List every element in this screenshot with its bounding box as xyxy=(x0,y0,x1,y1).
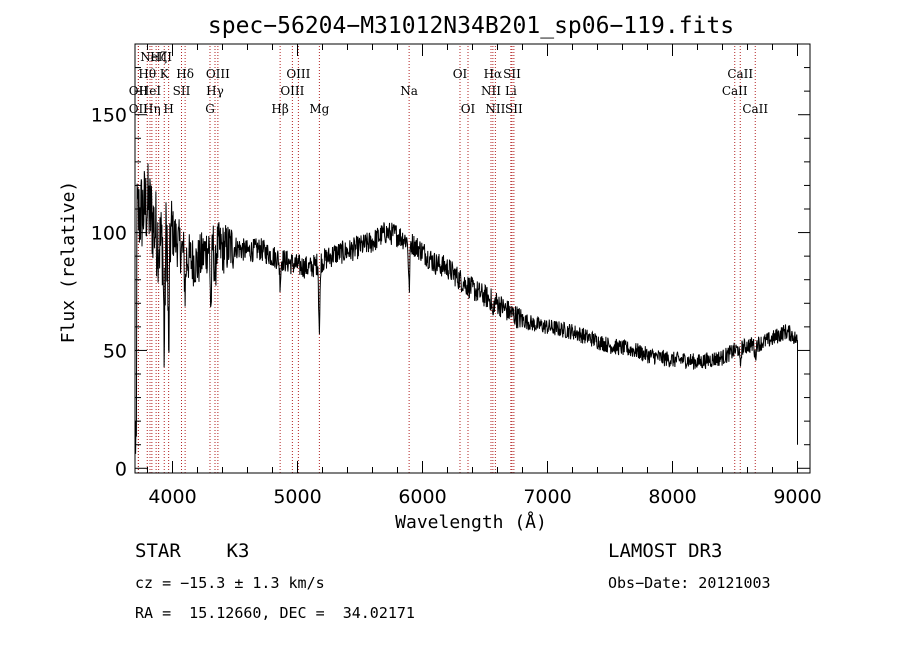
spectral-line-label: Hα xyxy=(484,67,503,81)
chart-title: spec−56204−M31012N34B201_sp06−119.fits xyxy=(208,13,734,39)
spectral-line-label: Na xyxy=(400,84,418,98)
obs-date: Obs−Date: 20121003 xyxy=(608,574,771,592)
spectral-line-label: H xyxy=(163,102,173,116)
y-tick-label: 0 xyxy=(115,458,127,480)
spectral-line-label: SII xyxy=(173,84,191,98)
spectral-line-label: OII xyxy=(129,102,149,116)
spectral-line-label: Hη xyxy=(143,102,161,116)
y-tick-label: 150 xyxy=(91,105,127,127)
x-axis-label: Wavelength (Å) xyxy=(395,511,547,533)
y-axis: 0 50 100 150 xyxy=(91,67,810,480)
spectral-line-label: OI xyxy=(453,67,468,81)
spectral-line-label: NeIII xyxy=(140,50,172,64)
coordinates: RA = 15.12660, DEC = 34.02171 xyxy=(135,604,415,622)
x-tick-label: 4000 xyxy=(148,486,196,508)
x-tick-label: 5000 xyxy=(273,486,321,508)
x-tick-label: 6000 xyxy=(398,486,446,508)
spectral-line-label: OIII xyxy=(286,67,310,81)
spectral-line-label: CaII xyxy=(727,67,753,81)
x-tick-label: 8000 xyxy=(648,486,696,508)
x-tick-label: 9000 xyxy=(773,486,821,508)
spectral-line-label: Hζ xyxy=(150,50,167,64)
y-axis-label: Flux (relative) xyxy=(58,181,79,344)
spectral-line-label: NII xyxy=(481,84,501,98)
spectral-line-label: NII xyxy=(485,102,505,116)
object-class: STAR K3 xyxy=(135,540,250,562)
y-tick-label: 50 xyxy=(103,340,127,362)
spectral-line-label: HeI xyxy=(139,84,162,98)
spectral-line-label: OIII xyxy=(206,67,230,81)
spectral-line-label: CaII xyxy=(742,102,768,116)
spectral-line-label: Hβ xyxy=(271,102,288,116)
survey-name: LAMOST DR3 xyxy=(608,540,723,562)
spectral-line-label: Hδ xyxy=(176,67,194,81)
spectral-line-label: CaII xyxy=(722,84,748,98)
spectral-line-label: OI xyxy=(461,102,476,116)
spectral-line-label: SII xyxy=(505,102,523,116)
x-tick-label: 7000 xyxy=(523,486,571,508)
spectral-line-label: Mg xyxy=(309,102,329,116)
redshift-info: cz = −15.3 ± 1.3 km/s xyxy=(135,574,325,592)
spectral-line-label: G xyxy=(205,102,215,116)
spectral-line-label: Hγ xyxy=(206,84,224,98)
spectral-line-label: OIII xyxy=(280,84,304,98)
spectral-line-label: Li xyxy=(505,84,517,98)
y-tick-label: 100 xyxy=(91,223,127,245)
spectrum-line xyxy=(135,163,798,454)
spectral-line-label: SII xyxy=(503,67,521,81)
x-axis: 4000 5000 6000 7000 8000 9000 xyxy=(147,44,822,508)
spectral-line-label: Hθ xyxy=(138,67,156,81)
line-labels: OIIOIIHθHeIHηNeIIIHζKHSIIHδGHγOIIIHβOIII… xyxy=(129,50,769,116)
spectral-line-label: K xyxy=(160,67,170,81)
